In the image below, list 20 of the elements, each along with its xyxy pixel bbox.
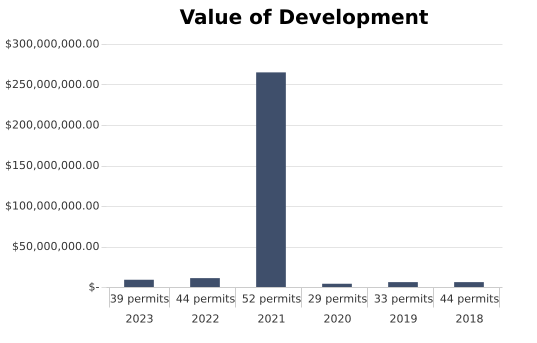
bar [322, 284, 352, 287]
y-tick-label: $250,000,000.00 [5, 78, 100, 91]
bar [256, 72, 286, 287]
bar [190, 278, 220, 287]
x-tick-label: 29 permits 2020 [308, 292, 368, 326]
y-tick-label: $50,000,000.00 [12, 240, 100, 253]
x-tick-label: 52 permits 2021 [242, 292, 302, 326]
y-tick-label: $300,000,000.00 [5, 38, 100, 50]
bar [388, 282, 418, 287]
bar [124, 280, 154, 287]
y-tick-label: $100,000,000.00 [5, 200, 100, 212]
bar [454, 282, 484, 287]
x-tick-label: 33 permits 2019 [374, 292, 434, 326]
x-tick-label: 39 permits 2023 [110, 292, 170, 326]
y-tick-label: $150,000,000.00 [5, 159, 100, 172]
y-tick-label: $- [88, 280, 100, 294]
chart-title: Value of Development [180, 5, 429, 29]
x-tick-label: 44 permits 2018 [440, 292, 500, 326]
y-tick-label: $200,000,000.00 [5, 118, 100, 132]
x-tick-label: 44 permits 2022 [176, 292, 236, 326]
